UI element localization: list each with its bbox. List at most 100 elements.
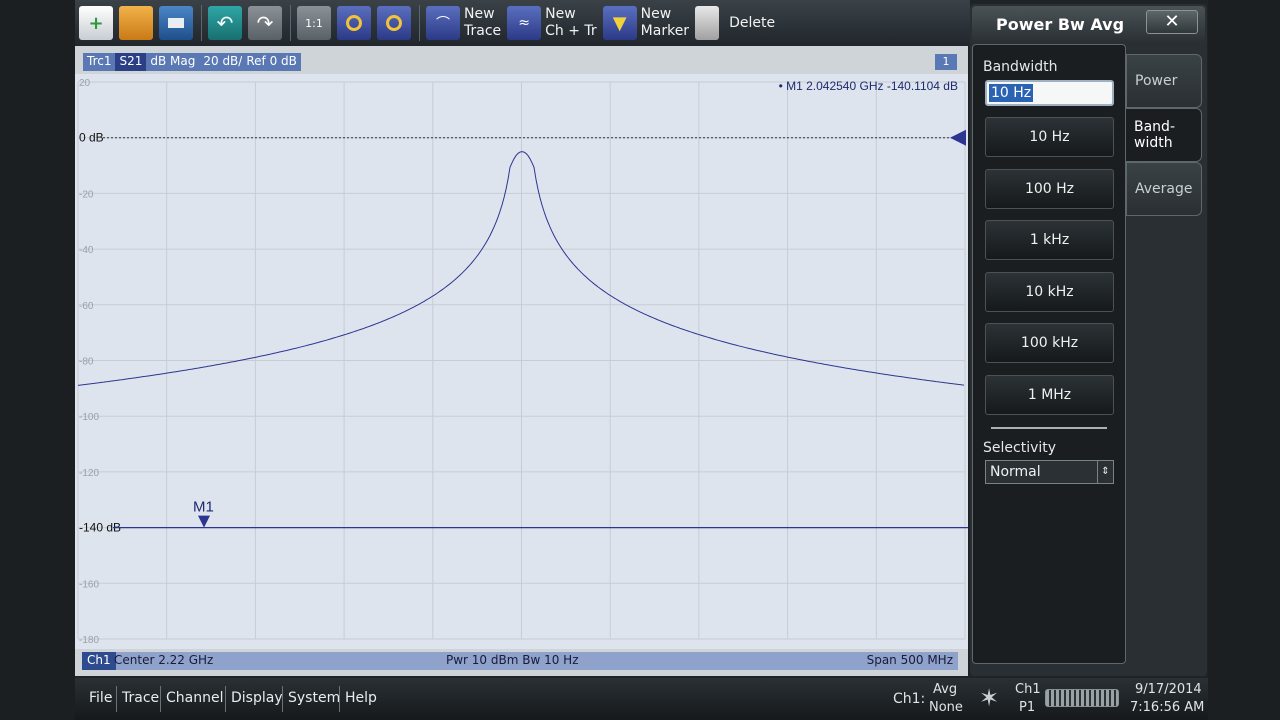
redo-icon: ↷ <box>248 6 282 40</box>
footer-channel[interactable]: Ch1 <box>82 652 116 670</box>
new-marker-label-2: Marker <box>640 23 690 39</box>
diagram-area: Trc1 S21 dB Mag 20 dB/ Ref 0 dB 1 20 0 dB… <box>75 46 968 676</box>
menu-system[interactable]: System <box>288 690 341 706</box>
y-tick-label: -40 <box>79 245 94 256</box>
status-channel: Ch1: <box>893 691 926 707</box>
selectivity-select[interactable]: Normal ⇕ <box>985 460 1114 484</box>
status-ch-label: Ch1 <box>1015 682 1041 697</box>
bw-option-button[interactable]: 100 Hz <box>985 169 1114 209</box>
updown-arrow-icon: ⇕ <box>1097 461 1113 483</box>
tab-bandwidth-label-1: Band- <box>1134 119 1175 135</box>
magnifier-1to1-icon: 1:1 <box>297 6 331 40</box>
menu-trace[interactable]: Trace <box>122 690 160 706</box>
tab-average-label: Average <box>1135 181 1193 197</box>
bandwidth-label: Bandwidth <box>983 59 1058 75</box>
status-date: 9/17/2014 <box>1135 682 1202 697</box>
right-bezel <box>1208 0 1280 720</box>
undo-icon: ↶ <box>208 6 242 40</box>
footer-span[interactable]: Span 500 MHz <box>866 653 953 667</box>
tab-bandwidth[interactable]: Band-width <box>1126 108 1202 162</box>
delete-button[interactable]: Delete <box>695 3 775 43</box>
menu-separator <box>339 686 340 712</box>
tab-power-label: Power <box>1135 73 1178 89</box>
zoom-1to1-button[interactable]: 1:1 <box>297 3 331 43</box>
channel-plus-icon: ≈ <box>507 6 542 40</box>
y-tick-label: -100 <box>79 412 99 423</box>
bw-option-button[interactable]: 10 kHz <box>985 272 1114 312</box>
reference-arrow-icon[interactable] <box>950 129 966 146</box>
new-ch-tr-label-1: New <box>545 6 576 22</box>
plot-canvas[interactable]: 20 0 dB -20 -40 -60 -80 -100 -120 -140 dB -160 -18… <box>75 74 968 649</box>
channel-footer[interactable]: Ch1 Center 2.22 GHz Pwr 10 dBm Bw 10 Hz … <box>82 652 958 670</box>
new-ch-tr-label: New Ch + Tr <box>545 6 597 40</box>
y-tick-label: -20 <box>79 189 94 200</box>
grid <box>77 81 966 640</box>
trace-ref[interactable]: Ref 0 dB <box>242 53 301 71</box>
bandwidth-input[interactable]: 10 Hz <box>985 80 1114 106</box>
toolbar: + ↶ ↷ 1:1 ⌒ New Trace ≈ New Ch + Tr ▼ New M… <box>75 0 970 46</box>
status-port: P1 <box>1019 700 1036 715</box>
menu-help[interactable]: Help <box>345 690 377 706</box>
new-marker-label: New Marker <box>641 6 689 40</box>
new-marker-button[interactable]: ▼ New Marker <box>602 3 689 43</box>
y-tick-label: 0 dB <box>79 131 104 145</box>
tab-average[interactable]: Average <box>1126 162 1202 216</box>
battery-icon <box>1045 689 1119 707</box>
trace-name[interactable]: Trc1 <box>83 53 116 71</box>
status-bar: File Trace Channel Display System Help C… <box>75 678 1208 720</box>
magnifier-icon <box>337 6 371 40</box>
trash-icon <box>695 6 720 40</box>
folder-icon <box>119 6 153 40</box>
tab-power[interactable]: Power <box>1126 54 1202 108</box>
y-tick-label: -120 <box>79 468 99 479</box>
y-tick-label: -60 <box>79 301 94 312</box>
y-tick-label: 20 <box>79 78 91 89</box>
trace-format[interactable]: dB Mag <box>146 53 200 71</box>
footer-center[interactable]: Center 2.22 GHz <box>114 653 214 667</box>
redo-button[interactable]: ↷ <box>248 3 282 43</box>
diagram-number-badge[interactable]: 1 <box>935 54 957 70</box>
selectivity-value: Normal <box>990 464 1041 480</box>
undo-button[interactable]: ↶ <box>208 3 242 43</box>
status-avg-value: None <box>929 700 963 715</box>
bw-option-button[interactable]: 100 kHz <box>985 323 1114 363</box>
floppy-disk-icon <box>159 6 193 40</box>
menu-channel[interactable]: Channel <box>166 690 224 706</box>
delete-label: Delete <box>729 14 776 31</box>
menu-display[interactable]: Display <box>231 690 283 706</box>
new-ch-tr-button[interactable]: ≈ New Ch + Tr <box>507 3 597 43</box>
magnifier-trace-icon <box>377 6 411 40</box>
zoom-in-button[interactable] <box>337 3 371 43</box>
trace-chart: 20 0 dB -20 -40 -60 -80 -100 -120 -140 dB -160 -18… <box>77 78 968 646</box>
new-trace-label-1: New <box>464 6 495 22</box>
y-tick-label: -160 <box>79 579 99 590</box>
marker-m1-icon[interactable] <box>198 515 210 528</box>
bw-option-button[interactable]: 10 Hz <box>985 117 1114 157</box>
zoom-trace-button[interactable] <box>377 3 411 43</box>
marker-plus-icon: ▼ <box>602 6 637 40</box>
footer-pwr-bw[interactable]: Pwr 10 dBm Bw 10 Hz <box>446 653 579 667</box>
toolbar-separator <box>419 5 420 41</box>
bw-option-button[interactable]: 1 kHz <box>985 220 1114 260</box>
trace-info-bar[interactable]: Trc1 S21 dB Mag 20 dB/ Ref 0 dB <box>83 53 301 71</box>
selectivity-label: Selectivity <box>983 440 1057 456</box>
close-button[interactable]: ✕ <box>1146 10 1198 34</box>
trace-scale[interactable]: 20 dB/ <box>199 53 243 71</box>
y-tick-label: -80 <box>79 357 94 368</box>
marker-m1-label[interactable]: M1 <box>193 499 214 516</box>
toolbar-separator <box>290 5 291 41</box>
menu-separator <box>116 686 117 712</box>
bw-option-button[interactable]: 1 MHz <box>985 375 1114 415</box>
new-trace-label: New Trace <box>464 6 501 40</box>
new-trace-label-2: Trace <box>464 23 502 39</box>
new-trace-button[interactable]: ⌒ New Trace <box>426 3 501 43</box>
new-ch-tr-label-2: Ch + Tr <box>545 23 597 39</box>
new-file-button[interactable]: + <box>79 3 113 43</box>
trace-plus-icon: ⌒ <box>426 6 460 40</box>
trace-measurement[interactable]: S21 <box>115 53 147 71</box>
save-button[interactable] <box>159 3 193 43</box>
open-file-button[interactable] <box>119 3 153 43</box>
menu-file[interactable]: File <box>89 690 113 706</box>
new-file-icon: + <box>79 6 113 40</box>
